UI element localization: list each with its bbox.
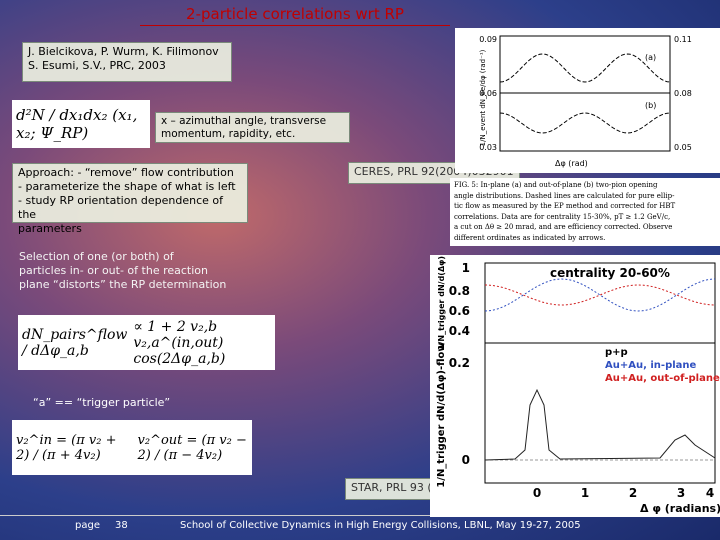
tick-label: 0 <box>462 453 470 467</box>
approach-line: - study RP orientation dependence of the <box>18 194 224 221</box>
v2-out: v₂^out = (π v₂ − 2) / (π − 4v₂) <box>137 432 247 463</box>
caption-line: correlations. Data are for centrality 15… <box>454 212 671 221</box>
approach: Approach: - “remove” flow contribution -… <box>12 163 248 235</box>
approach-line: parameters <box>18 222 82 235</box>
v2-equations: v₂^in = (π v₂ + 2) / (π + 4v₂) v₂^out = … <box>12 420 252 475</box>
authors-line: J. Bielcikova, P. Wurm, K. Filimonov <box>28 45 219 58</box>
caption-line: FIG. 5: In-plane (a) and out-of-plane (b… <box>454 181 658 189</box>
tick-label: 1 <box>581 486 589 500</box>
frame-bottom <box>484 342 716 484</box>
legend-entry: Au+Au, in-plane <box>605 360 697 371</box>
trigger-note: “a” == “trigger particle” <box>33 396 171 409</box>
definition: x – azimuthal angle, transverse momentum… <box>155 112 350 143</box>
centrality: centrality 20-60% <box>550 266 670 280</box>
caption-line: a cut on Δθ ≥ 20 mrad, and are efficienc… <box>454 223 673 231</box>
tick-label: 0.06 <box>479 89 497 98</box>
footer-rule <box>0 515 720 516</box>
tick-label: 2 <box>629 486 637 500</box>
x-label: Δ φ (radians) <box>640 502 720 515</box>
tick-label: 0 <box>533 486 541 500</box>
ceres-figure: 0.09 0.06 0.03 0.11 0.08 0.05 (a) (b) Δφ… <box>455 28 720 173</box>
page-number: 38 <box>115 520 128 531</box>
flow-equation: dN_pairs^flow / dΔφ_a,b ∝ 1 + 2 v₂,b v₂,… <box>18 315 275 370</box>
approach-line: - parameterize the shape of what is left <box>18 180 236 193</box>
approach-line: Approach: - “remove” flow contribution <box>18 166 234 179</box>
x-label: Δφ (rad) <box>555 159 588 168</box>
v2-in: v₂^in = (π v₂ + 2) / (π + 4v₂) <box>16 432 117 463</box>
page-label: page <box>75 520 100 531</box>
selection: Selection of one (or both) of particles … <box>14 248 254 294</box>
y-label: 1/N_trigger dN/d(Δφ) <box>437 256 446 350</box>
curve-a <box>499 53 671 83</box>
authors-line: S. Esumi, S.V., PRC, 2003 <box>28 59 166 72</box>
authors: J. Bielcikova, P. Wurm, K. Filimonov S. … <box>22 42 232 82</box>
near-side-peak <box>484 388 716 461</box>
definition-line: momentum, rapidity, etc. <box>161 128 296 140</box>
tick-label: 0.09 <box>479 35 497 44</box>
tick-label: 0.03 <box>479 143 497 152</box>
panel-label: (a) <box>645 53 656 62</box>
event: School of Collective Dynamics in High En… <box>180 520 581 531</box>
tick-label: 0.08 <box>674 89 692 98</box>
selection-line: particles in- or out- of the reaction <box>19 264 208 277</box>
equation: d²N / dx₁dx₂ (x₁, x₂; Ψ_RP) <box>12 100 150 148</box>
figure-background <box>430 255 720 517</box>
ceres-caption: FIG. 5: In-plane (a) and out-of-plane (b… <box>450 178 720 246</box>
definition-line: x – azimuthal angle, transverse <box>161 115 327 127</box>
flow-equation-lhs: dN_pairs^flow / dΔφ_a,b <box>22 326 128 359</box>
figure-background <box>455 28 720 173</box>
panel-label: (b) <box>645 101 656 110</box>
selection-line: Selection of one (or both) of <box>19 250 174 263</box>
caption-line: different ordinates as indicated by arro… <box>454 233 606 242</box>
tick-label: 0.2 <box>449 356 470 370</box>
title: 2-particle correlations wrt RP <box>186 5 404 23</box>
y-label: 1/N_event dN_ee/dφ (rad⁻¹) <box>479 49 487 146</box>
tick-label: 4 <box>706 486 714 500</box>
tick-label: 0.05 <box>674 143 692 152</box>
tick-label: 0.6 <box>449 304 470 318</box>
caption-line: tic flow as measured by the EP method an… <box>454 202 676 210</box>
caption-line: angle distributions. Dashed lines are ca… <box>454 191 675 200</box>
curve-b <box>499 112 671 134</box>
tick-label: 3 <box>677 486 685 500</box>
tick-label: 0.4 <box>449 324 470 338</box>
star-figure: 1 0.8 0.6 0.4 0.2 0 0 1 2 3 4 Δ φ (radia… <box>430 255 720 517</box>
tick-label: 0.8 <box>449 284 470 298</box>
flow-equation-rhs: ∝ 1 + 2 v₂,b v₂,a^(in,out) cos(2Δφ_a,b) <box>133 318 226 367</box>
y-label: 1/N_trigger dN/d(Δφ)-flow <box>436 342 447 487</box>
legend-entry: Au+Au, out-of-plane <box>605 373 720 384</box>
selection-line: plane “distorts” the RP determination <box>19 278 227 291</box>
legend-entry: p+p <box>605 347 628 358</box>
title-rule <box>140 25 450 26</box>
tick-label: 0.11 <box>674 35 692 44</box>
tick-label: 1 <box>462 261 470 275</box>
